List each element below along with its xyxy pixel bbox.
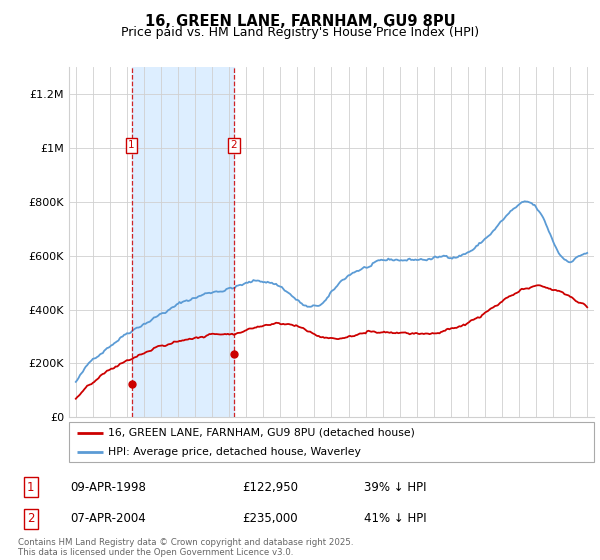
- Text: 2: 2: [230, 140, 237, 150]
- Text: £122,950: £122,950: [242, 480, 299, 494]
- Text: 2: 2: [27, 512, 34, 525]
- Text: 09-APR-1998: 09-APR-1998: [70, 480, 146, 494]
- Text: £235,000: £235,000: [242, 512, 298, 525]
- FancyBboxPatch shape: [69, 422, 594, 462]
- Text: 39% ↓ HPI: 39% ↓ HPI: [364, 480, 426, 494]
- Text: 16, GREEN LANE, FARNHAM, GU9 8PU: 16, GREEN LANE, FARNHAM, GU9 8PU: [145, 14, 455, 29]
- Text: 1: 1: [128, 140, 135, 150]
- Text: Price paid vs. HM Land Registry's House Price Index (HPI): Price paid vs. HM Land Registry's House …: [121, 26, 479, 39]
- Text: 07-APR-2004: 07-APR-2004: [70, 512, 146, 525]
- Text: 1: 1: [27, 480, 34, 494]
- Bar: [131, 67, 234, 417]
- Text: HPI: Average price, detached house, Waverley: HPI: Average price, detached house, Wave…: [109, 447, 361, 457]
- Text: 41% ↓ HPI: 41% ↓ HPI: [364, 512, 426, 525]
- Text: 16, GREEN LANE, FARNHAM, GU9 8PU (detached house): 16, GREEN LANE, FARNHAM, GU9 8PU (detach…: [109, 428, 415, 438]
- Text: Contains HM Land Registry data © Crown copyright and database right 2025.
This d: Contains HM Land Registry data © Crown c…: [18, 538, 353, 557]
